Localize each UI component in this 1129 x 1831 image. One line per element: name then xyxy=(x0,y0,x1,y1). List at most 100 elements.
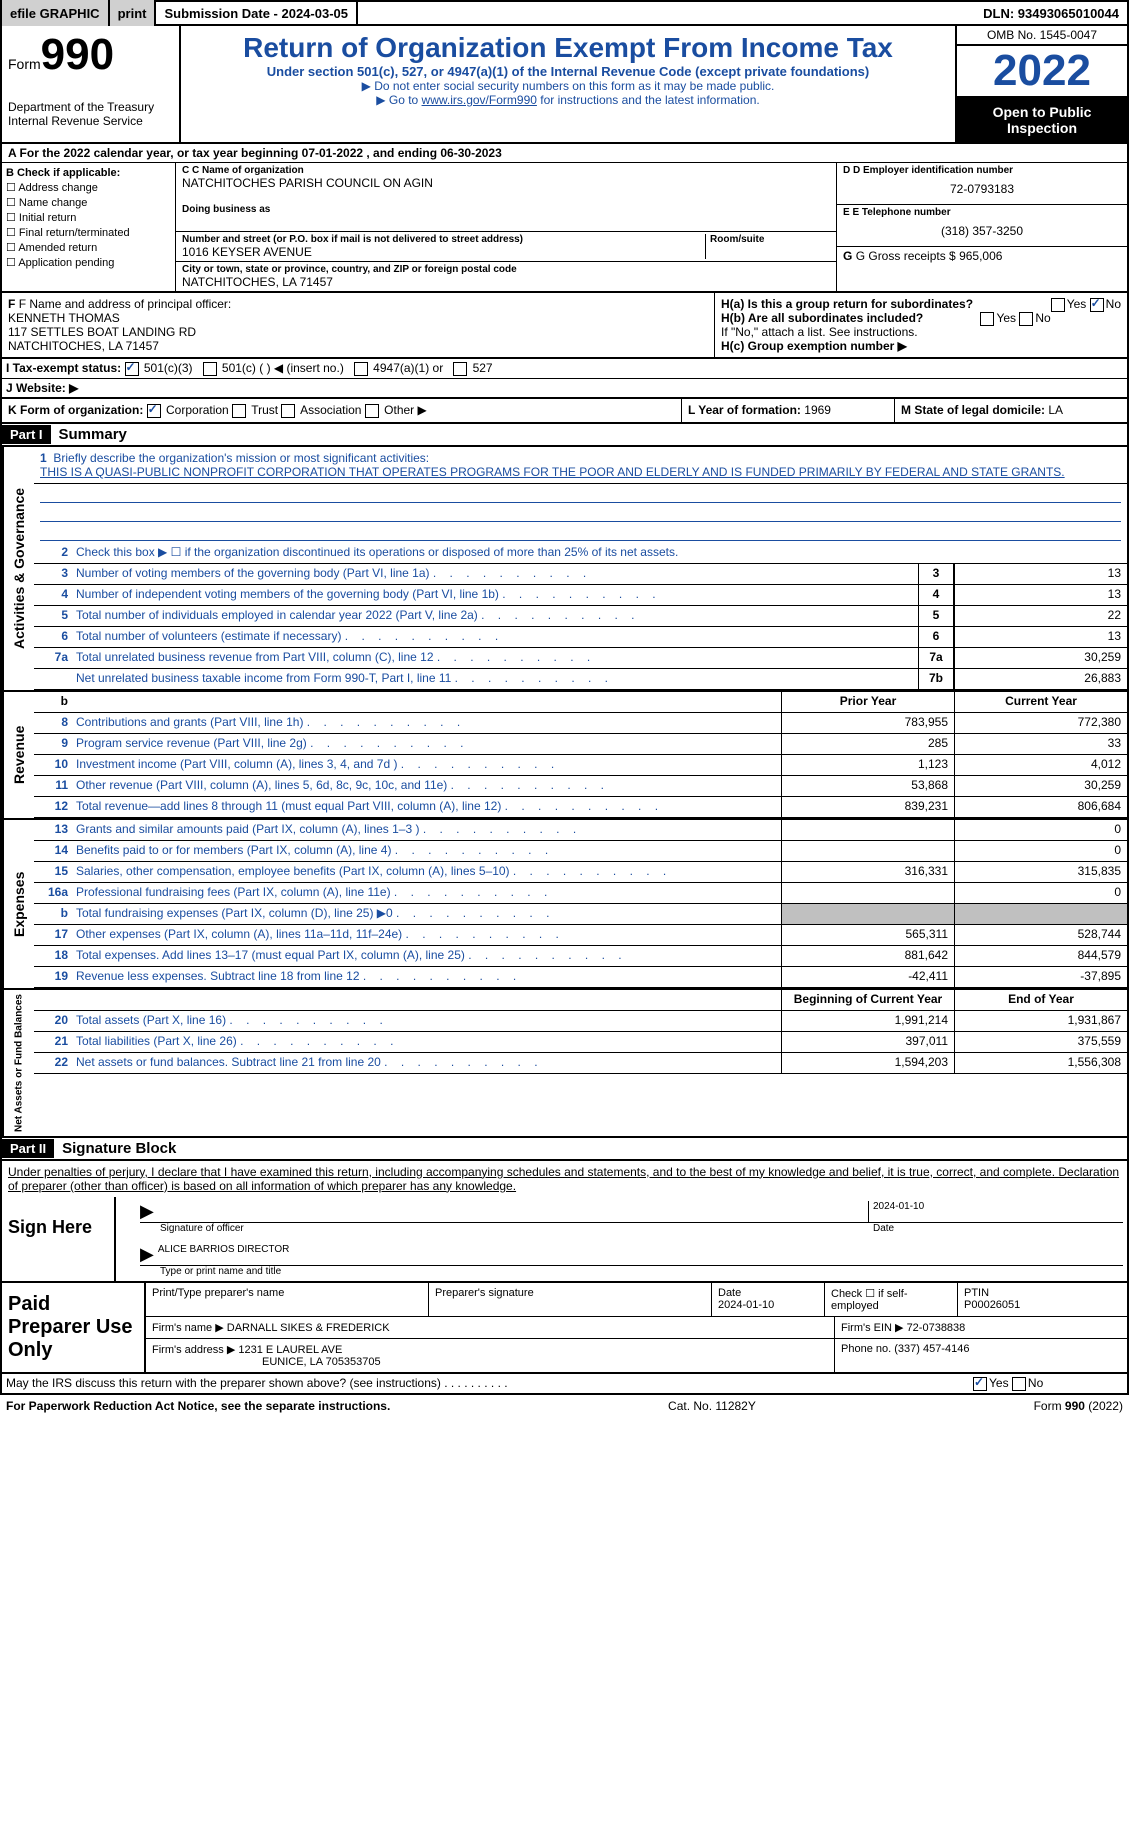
exp-line-18: 18 Total expenses. Add lines 13–17 (must… xyxy=(34,946,1127,967)
rev-line-8: 8 Contributions and grants (Part VIII, l… xyxy=(34,713,1127,734)
gross-receipts: 965,006 xyxy=(959,249,1002,263)
d-label: D D Employer identification number xyxy=(843,165,1121,176)
discuss-yes[interactable] xyxy=(973,1377,987,1391)
exp-line-b: b Total fundraising expenses (Part IX, c… xyxy=(34,904,1127,925)
firm-addr: 1231 E LAUREL AVE xyxy=(238,1344,342,1356)
hc-label: H(c) Group exemption number ▶ xyxy=(721,339,1121,353)
sig-date: 2024-01-10 xyxy=(868,1201,1123,1222)
b-opt-pending[interactable]: ☐ Application pending xyxy=(6,256,171,269)
penalty-statement: Under penalties of perjury, I declare th… xyxy=(0,1161,1129,1197)
phone: (318) 357-3250 xyxy=(843,218,1121,244)
b-opt-name[interactable]: ☐ Name change xyxy=(6,196,171,209)
expenses-section: Expenses 13 Grants and similar amounts p… xyxy=(0,820,1129,990)
exp-line-14: 14 Benefits paid to or for members (Part… xyxy=(34,841,1127,862)
current-year-header: Current Year xyxy=(954,692,1127,712)
rev-line-12: 12 Total revenue—add lines 8 through 11 … xyxy=(34,797,1127,818)
efile-btn[interactable]: efile GRAPHIC xyxy=(2,0,110,26)
vtab-net-assets: Net Assets or Fund Balances xyxy=(2,990,34,1136)
paperwork-notice: For Paperwork Reduction Act Notice, see … xyxy=(6,1399,390,1413)
org-name: NATCHITOCHES PARISH COUNCIL ON AGIN xyxy=(182,176,830,190)
form-ref: Form 990 (2022) xyxy=(1034,1399,1123,1413)
vtab-expenses: Expenses xyxy=(2,820,34,988)
gov-line-7b: Net unrelated business taxable income fr… xyxy=(34,669,1127,690)
part1-header: Part I Summary xyxy=(0,424,1129,447)
form-subtitle: Under section 501(c), 527, or 4947(a)(1)… xyxy=(187,64,949,79)
section-klm: K Form of organization: Corporation Trus… xyxy=(0,399,1129,424)
line-a: A For the 2022 calendar year, or tax yea… xyxy=(0,144,1129,163)
e-label: E E Telephone number xyxy=(843,207,1121,218)
c-label: C C Name of organization xyxy=(182,165,830,176)
f-label: F F Name and address of principal office… xyxy=(8,297,708,311)
omb-number: OMB No. 1545-0047 xyxy=(957,26,1127,46)
activities-governance: Activities & Governance 1 Briefly descri… xyxy=(0,447,1129,690)
sig-officer-label: Signature of officer xyxy=(160,1223,873,1234)
topbar: efile GRAPHIC print Submission Date - 20… xyxy=(0,0,1129,26)
net-line-22: 22 Net assets or fund balances. Subtract… xyxy=(34,1053,1127,1074)
b-opt-initial[interactable]: ☐ Initial return xyxy=(6,211,171,224)
irs-label: Internal Revenue Service xyxy=(8,114,173,128)
b-opt-address[interactable]: ☐ Address change xyxy=(6,181,171,194)
arrow-icon: ▶ xyxy=(140,1244,154,1265)
hb-yes[interactable] xyxy=(980,312,994,326)
b-opt-final[interactable]: ☐ Final return/terminated xyxy=(6,226,171,239)
officer-name: KENNETH THOMAS xyxy=(8,311,708,325)
vtab-revenue: Revenue xyxy=(2,692,34,818)
exp-line-15: 15 Salaries, other compensation, employe… xyxy=(34,862,1127,883)
exp-line-19: 19 Revenue less expenses. Subtract line … xyxy=(34,967,1127,988)
form-title: Return of Organization Exempt From Incom… xyxy=(187,32,949,64)
room-label: Room/suite xyxy=(710,234,830,245)
irs-link[interactable]: www.irs.gov/Form990 xyxy=(422,93,537,107)
prep-sig-label: Preparer's signature xyxy=(429,1283,712,1316)
submission-date: Submission Date - 2024-03-05 xyxy=(156,0,358,26)
i-527[interactable] xyxy=(453,362,467,376)
gov-line-4: 4 Number of independent voting members o… xyxy=(34,585,1127,606)
form-note2: ▶ Go to www.irs.gov/Form990 for instruct… xyxy=(187,93,949,107)
gov-line-5: 5 Total number of individuals employed i… xyxy=(34,606,1127,627)
k-other[interactable] xyxy=(365,404,379,418)
i-501c3[interactable] xyxy=(125,362,139,376)
hb-no[interactable] xyxy=(1019,312,1033,326)
k-assoc[interactable] xyxy=(281,404,295,418)
gov-line-3: 3 Number of voting members of the govern… xyxy=(34,564,1127,585)
firm-ein: 72-0738838 xyxy=(907,1322,966,1334)
discuss-no[interactable] xyxy=(1012,1377,1026,1391)
ha-no[interactable] xyxy=(1090,298,1104,312)
dept-treasury: Department of the Treasury xyxy=(8,100,173,114)
firm-phone: (337) 457-4146 xyxy=(894,1343,969,1355)
sign-section: Sign Here ▶ 2024-01-10 Signature of offi… xyxy=(0,1197,1129,1283)
i-4947[interactable] xyxy=(354,362,368,376)
print-btn[interactable]: print xyxy=(110,0,157,26)
cat-number: Cat. No. 11282Y xyxy=(668,1399,756,1413)
preparer-section: Paid Preparer Use Only Print/Type prepar… xyxy=(0,1283,1129,1374)
section-j: J Website: ▶ xyxy=(0,379,1129,399)
self-employed-check[interactable]: Check ☐ if self-employed xyxy=(825,1283,958,1316)
section-b-g: B Check if applicable: ☐ Address change … xyxy=(0,163,1129,293)
k-trust[interactable] xyxy=(232,404,246,418)
may-irs-discuss: May the IRS discuss this return with the… xyxy=(0,1374,1129,1395)
firm-name: DARNALL SIKES & FREDERICK xyxy=(227,1322,390,1334)
sign-here-label: Sign Here xyxy=(2,1197,116,1281)
street-address: 1016 KEYSER AVENUE xyxy=(182,245,705,259)
revenue-section: Revenue b Prior Year Current Year 8 Cont… xyxy=(0,690,1129,820)
prep-date: 2024-01-10 xyxy=(718,1299,774,1311)
ha-label: H(a) Is this a group return for subordin… xyxy=(721,297,1121,311)
prior-year-header: Prior Year xyxy=(781,692,954,712)
page-footer: For Paperwork Reduction Act Notice, see … xyxy=(0,1395,1129,1417)
k-corp[interactable] xyxy=(147,404,161,418)
net-line-21: 21 Total liabilities (Part X, line 26) 3… xyxy=(34,1032,1127,1053)
g-label: G Gross receipts $ xyxy=(856,249,956,263)
dba-label: Doing business as xyxy=(182,204,830,215)
ein: 72-0793183 xyxy=(843,176,1121,202)
tax-year: 2022 xyxy=(957,46,1127,98)
b-opt-amended[interactable]: ☐ Amended return xyxy=(6,241,171,254)
hb-label: H(b) Are all subordinates included? Yes … xyxy=(721,311,1121,325)
gov-line-6: 6 Total number of volunteers (estimate i… xyxy=(34,627,1127,648)
officer-addr2: NATCHITOCHES, LA 71457 xyxy=(8,339,708,353)
boy-header: Beginning of Current Year xyxy=(781,990,954,1010)
ha-yes[interactable] xyxy=(1051,298,1065,312)
officer-name-title: ALICE BARRIOS DIRECTOR xyxy=(158,1244,290,1265)
year-formation: 1969 xyxy=(804,403,831,417)
hb-note: If "No," attach a list. See instructions… xyxy=(721,325,1121,339)
exp-line-17: 17 Other expenses (Part IX, column (A), … xyxy=(34,925,1127,946)
i-501c[interactable] xyxy=(203,362,217,376)
